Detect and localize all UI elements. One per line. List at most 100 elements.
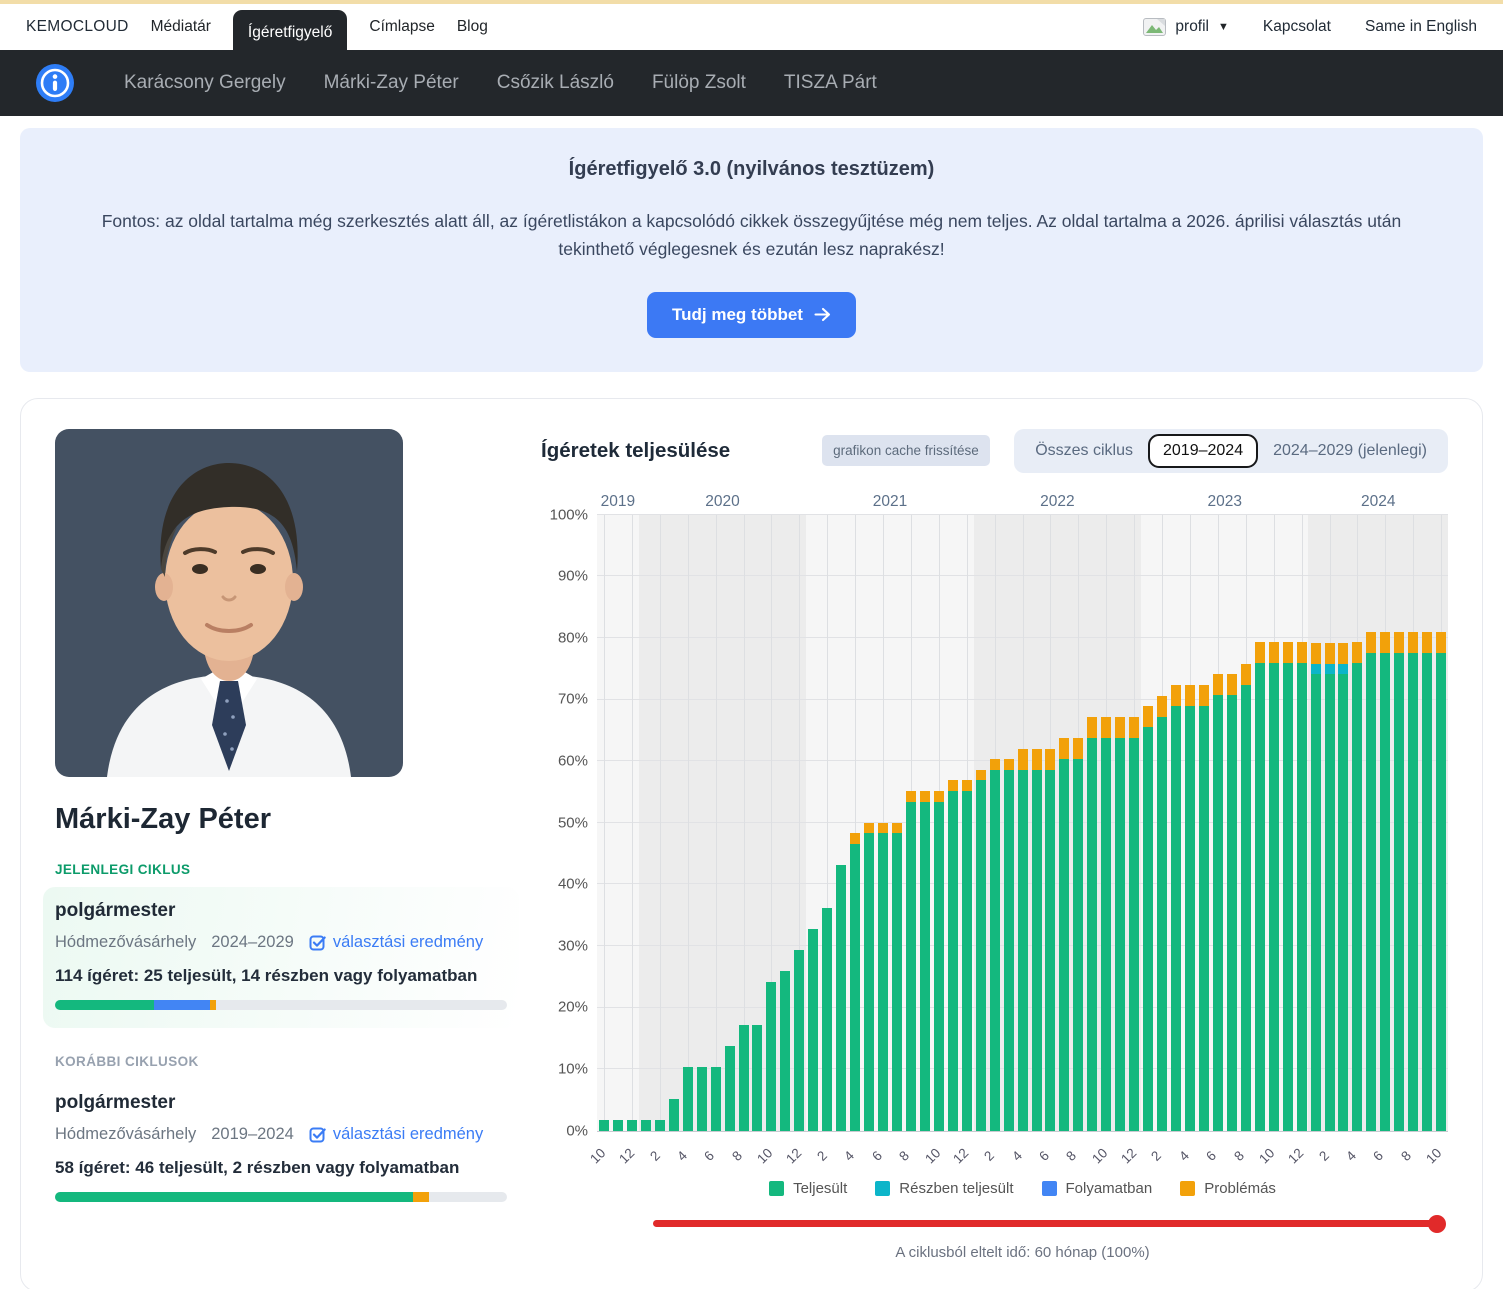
bar-segment-teljesult	[738, 1024, 749, 1131]
progress-segment	[209, 999, 216, 1010]
chart-bar-slot	[1406, 514, 1420, 1131]
bar-segment-teljesult	[905, 801, 916, 1131]
bar-segment-teljesult	[1296, 663, 1307, 1131]
profile-menu[interactable]: profil ▼	[1143, 18, 1229, 36]
bar-segment-teljesult	[919, 801, 930, 1131]
arrow-right-icon	[814, 308, 831, 322]
info-logo-icon[interactable]	[36, 64, 74, 102]
chart-bar-slot	[1337, 515, 1351, 1131]
chart-year-axis: 2019 2020 2021 2022 2023 2024	[597, 493, 1448, 515]
legend-swatch-folyamatban	[1041, 1180, 1057, 1196]
cycle-tab[interactable]: 2024–2029 (jelenlegi)	[1273, 441, 1427, 459]
x-label-slot: 6	[702, 1136, 723, 1178]
bar-segment-problemas	[1087, 716, 1098, 738]
bar-segment-problemas	[1212, 674, 1223, 696]
chart-legend: Teljesült Részben teljesült Folyamatban Pro…	[597, 1180, 1448, 1197]
learn-more-button[interactable]: Tudj meg többet	[647, 291, 856, 338]
time-slider-handle[interactable]	[1428, 1214, 1446, 1233]
y-gridline	[597, 575, 1448, 577]
politician-link[interactable]: Karácsony Gergely	[124, 72, 286, 93]
bar-segment-teljesult	[1352, 663, 1363, 1131]
chart-bar-slot	[820, 514, 834, 1131]
chart-bar-slot	[904, 514, 918, 1131]
stacked-bar-month-10	[766, 515, 777, 1131]
year-band-2022	[973, 514, 1142, 1131]
bar-segment-problemas	[961, 780, 972, 791]
year-label: 2024	[1360, 492, 1396, 510]
bar-segment-teljesult	[1115, 737, 1126, 1131]
x-label-slot: 8	[729, 1136, 751, 1178]
year-label: 2022	[1040, 492, 1075, 510]
link-kapcsolat[interactable]: Kapcsolat	[1262, 18, 1331, 35]
chart-bar-slot	[667, 515, 681, 1131]
politician-detail-card: Márki-Zay Péter JELENLEGI CIKLUS polgárm…	[20, 397, 1483, 1289]
x-label-slot: 10	[1256, 1136, 1281, 1178]
bar-segment-teljesult	[1310, 674, 1321, 1131]
chart-bar-slot	[1323, 514, 1337, 1131]
x-label-slot: 12	[1285, 1136, 1310, 1178]
stacked-bar-month-12	[1129, 515, 1140, 1131]
current-election-result-link[interactable]: választási eredmény	[309, 933, 483, 952]
bar-segment-problemas	[1394, 631, 1405, 653]
bar-segment-problemas	[1352, 642, 1363, 664]
stacked-bar-month-12	[626, 515, 637, 1131]
bar-segment-teljesult	[975, 780, 986, 1131]
chart-plot: 0% 10% 20% 30% 40% 50% 60% 70% 80% 90% 100%	[550, 506, 1448, 1139]
chart-bar-slot	[1183, 514, 1197, 1131]
bar-segment-teljesult	[752, 1024, 763, 1131]
chart-bar-slot	[1002, 515, 1016, 1131]
time-slider-track[interactable]	[653, 1220, 1444, 1228]
top-menu-item-médiatár[interactable]: Médiatár	[150, 18, 211, 35]
bar-segment-teljesult	[808, 928, 819, 1131]
stacked-bar-month-6	[1045, 515, 1056, 1131]
bar-segment-teljesult	[1212, 695, 1223, 1131]
bar-segment-reszben	[1338, 663, 1349, 675]
politician-name: Márki-Zay Péter	[55, 802, 271, 835]
x-label-slot: 6	[1036, 1136, 1058, 1178]
chart-bar-slot	[1127, 514, 1141, 1131]
politician-link[interactable]: Márki-Zay Péter	[323, 72, 459, 93]
bar-segment-reszben	[1324, 663, 1335, 675]
top-menu-item-címlapse[interactable]: Címlapse	[369, 18, 435, 35]
cycle-tab[interactable]: 2019–2024	[1148, 433, 1259, 468]
politician-link[interactable]: TISZA Párt	[783, 72, 877, 93]
chart-bar-slot	[611, 515, 625, 1131]
top-menu-item-ígéretfigyelő[interactable]: Ígéretfigyelő	[232, 10, 348, 57]
stacked-bar-month-9	[1422, 515, 1433, 1131]
bar-segment-teljesult	[850, 843, 861, 1131]
y-axis-label: 30%	[557, 937, 588, 955]
politician-link[interactable]: Csőzik László	[496, 72, 614, 93]
x-gridline	[659, 514, 661, 1131]
bar-segment-teljesult	[1031, 769, 1042, 1131]
y-axis-label: 40%	[557, 875, 588, 893]
x-label-slot: 10	[587, 1136, 612, 1178]
chevron-down-icon: ▼	[1218, 21, 1229, 33]
x-gridline	[603, 514, 605, 1131]
chart-bar-slot	[1364, 515, 1378, 1131]
bar-segment-teljesult	[1254, 663, 1265, 1131]
stacked-bar-month-5	[864, 515, 875, 1131]
brand-kemocloud[interactable]: KEMOCLOUD	[26, 18, 129, 35]
chart-bar-slot	[681, 514, 695, 1131]
refresh-chart-cache-button[interactable]: grafikon cache frissítése	[822, 435, 990, 467]
chart-bar-slot	[988, 514, 1002, 1131]
previous-election-result-link[interactable]: választási eredmény	[309, 1125, 483, 1144]
beta-notice-banner: Ígéretfigyelő 3.0 (nyilvános tesztüzem) …	[20, 128, 1483, 372]
bar-segment-teljesult	[1185, 705, 1195, 1131]
year-label: 2021	[872, 492, 908, 510]
bar-segment-teljesult	[654, 1120, 665, 1131]
cycle-tab[interactable]: Összes ciklus	[1035, 441, 1133, 459]
progress-segment	[55, 999, 154, 1010]
check-square-icon	[309, 1127, 326, 1143]
chart-bar-slot	[848, 514, 862, 1131]
check-square-icon	[309, 935, 326, 951]
bar-segment-problemas	[864, 822, 875, 834]
bar-segment-problemas	[1171, 684, 1182, 706]
stacked-bar-month-9	[752, 515, 763, 1131]
previous-cycle-card: polgármester Hódmezővásárhely 2019–2024 …	[43, 1079, 519, 1220]
bar-segment-teljesult	[724, 1045, 735, 1131]
link-same-in-english[interactable]: Same in English	[1364, 18, 1477, 35]
politician-link[interactable]: Fülöp Zsolt	[651, 72, 746, 93]
bar-segment-teljesult	[1017, 769, 1028, 1131]
top-menu-item-blog[interactable]: Blog	[456, 18, 488, 35]
